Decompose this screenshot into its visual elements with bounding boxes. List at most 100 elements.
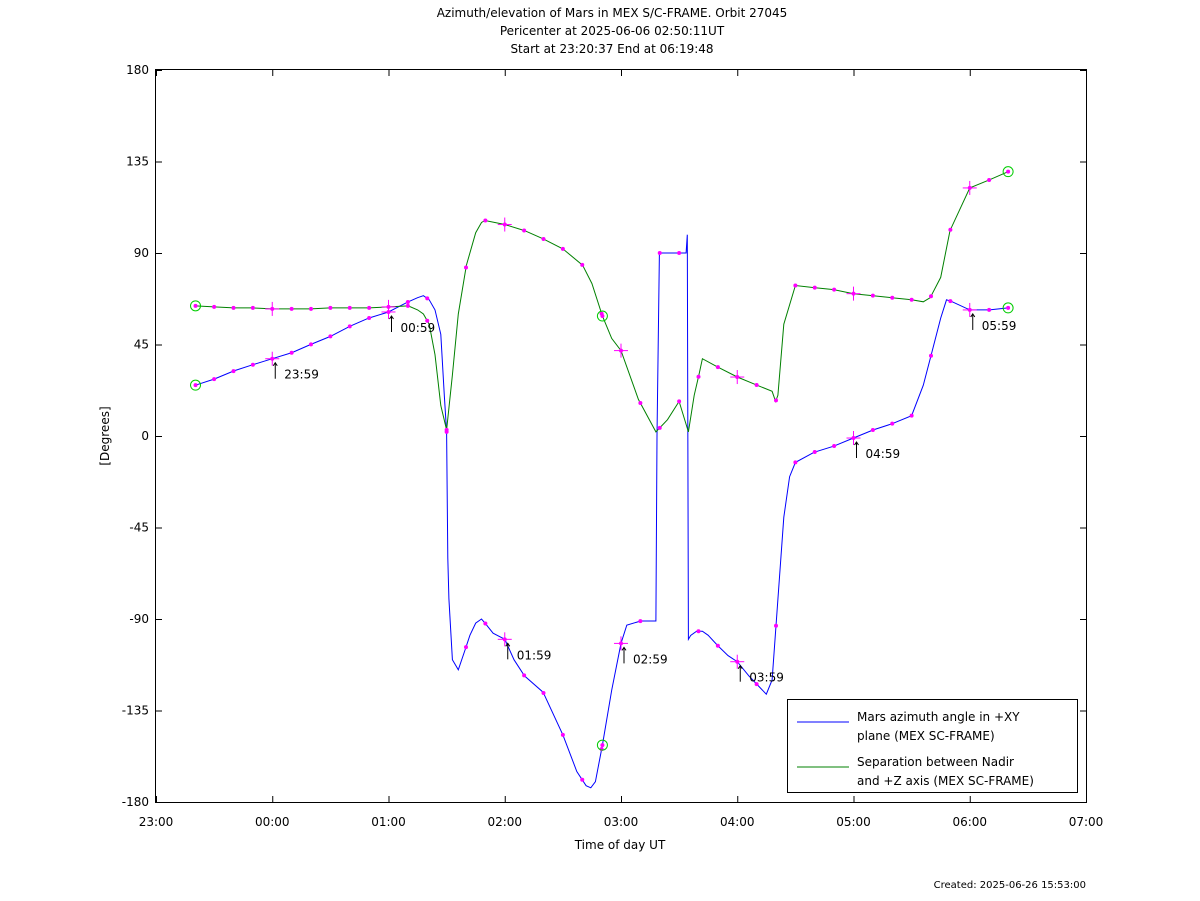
- start-end-marker-dot: [193, 303, 198, 308]
- separation-data-point: [870, 293, 875, 298]
- separation-data-point: [580, 262, 585, 267]
- azimuth-data-point: [948, 299, 953, 304]
- separation-data-point: [250, 305, 255, 310]
- y-tick-label: 90: [134, 246, 149, 260]
- azimuth-data-point: [367, 315, 372, 320]
- azimuth-data-point: [909, 413, 914, 418]
- legend-label-azimuth-line-2: plane (MEX SC-FRAME): [857, 729, 995, 743]
- x-tick-labels: 23:00 00:00 01:00 02:00 03:00 04:00 05:00 06:00…: [139, 815, 1104, 829]
- hour-tick-arrow: [970, 313, 976, 318]
- legend: Mars azimuth angle in +XY plane (MEX SC-…: [787, 699, 1078, 793]
- y-tick-label: -135: [122, 704, 149, 718]
- hour-marker-label: 03:59: [749, 671, 784, 685]
- separation-data-point: [696, 374, 701, 379]
- start-end-marker-dot: [600, 314, 605, 319]
- azimuth-data-point: [231, 369, 236, 374]
- title-line-2: Pericenter at 2025-06-06 02:50:11UT: [500, 24, 725, 38]
- y-tick-label: 45: [134, 338, 149, 352]
- azimuth-data-point: [832, 444, 837, 449]
- x-tick-label: 05:00: [836, 815, 871, 829]
- azimuth-data-point: [715, 643, 720, 648]
- separation-data-point: [638, 401, 643, 406]
- separation-data-point: [328, 305, 333, 310]
- x-tick-label: 00:00: [255, 815, 290, 829]
- y-tick-labels: -180 -135 -90 -45 0 45 90 135 180: [122, 63, 149, 809]
- separation-data-point: [425, 318, 430, 323]
- separation-data-point: [948, 227, 953, 232]
- x-tick-label: 01:00: [371, 815, 406, 829]
- azimuth-data-point: [560, 732, 565, 737]
- start-end-marker-dot: [600, 743, 605, 748]
- x-tick-label: 23:00: [139, 815, 174, 829]
- separation-series-line: [195, 171, 1009, 433]
- x-axis-label: Time of day UT: [574, 838, 666, 852]
- separation-data-point: [909, 297, 914, 302]
- azimuth-data-point: [638, 619, 643, 624]
- azimuth-data-point: [696, 629, 701, 634]
- separation-data-point: [405, 303, 410, 308]
- separation-data-point: [444, 427, 449, 432]
- separation-data-point: [832, 287, 837, 292]
- hour-marker-label: 05:59: [982, 319, 1017, 333]
- azimuth-data-point: [464, 645, 468, 650]
- y-tick-label: 135: [126, 155, 149, 169]
- separation-data-point: [522, 228, 527, 233]
- legend-box: [787, 699, 1078, 793]
- azimuth-data-point: [522, 673, 527, 678]
- azimuth-data-point: [347, 324, 352, 329]
- separation-data-point: [560, 246, 565, 251]
- azimuth-data-point: [774, 623, 778, 628]
- azimuth-data-point: [580, 777, 585, 782]
- separation-data-point: [774, 398, 778, 403]
- series-markers: [212, 177, 992, 782]
- azimuth-data-point: [250, 362, 255, 367]
- x-tick-label: 06:00: [952, 815, 987, 829]
- separation-data-point: [715, 365, 720, 370]
- x-tick-label: 02:00: [487, 815, 522, 829]
- y-tick-label: -45: [129, 521, 149, 535]
- azimuth-data-point: [541, 691, 546, 696]
- azimuth-data-point: [890, 421, 895, 426]
- azimuth-data-point: [425, 296, 430, 301]
- hour-tick-arrow: [389, 315, 394, 320]
- azimuth-data-point: [929, 353, 933, 358]
- separation-data-point: [367, 305, 372, 310]
- title-line-3: Start at 23:20:37 End at 06:19:48: [510, 42, 713, 56]
- hour-marker-label: 00:59: [401, 321, 436, 335]
- azimuth-data-point: [793, 460, 798, 465]
- separation-data-point: [793, 283, 798, 288]
- start-end-marker: [190, 379, 202, 391]
- series-lines: [195, 171, 1009, 789]
- azimuth-data-point: [328, 334, 333, 339]
- hour-markers: 23:59 00:59 01:59 02:59 03:59 04:59 05:59: [265, 180, 1017, 685]
- start-end-marker: [1002, 166, 1014, 178]
- x-tick-label: 03:00: [604, 815, 639, 829]
- hour-tick-arrow: [854, 441, 859, 446]
- start-end-marker: [596, 739, 608, 751]
- azimuth-data-point: [677, 251, 682, 255]
- separation-data-point: [289, 306, 294, 311]
- hour-marker-label: 04:59: [866, 447, 901, 461]
- separation-data-point: [890, 295, 895, 300]
- chart-title: Azimuth/elevation of Mars in MEX S/C-FRA…: [437, 6, 788, 56]
- y-tick-label: -90: [129, 612, 149, 626]
- azimuth-data-point: [870, 428, 875, 433]
- separation-data-point: [464, 265, 468, 270]
- separation-data-point: [483, 218, 488, 223]
- x-tick-label: 07:00: [1069, 815, 1104, 829]
- plot-frame: [155, 69, 1087, 803]
- azimuth-data-point: [309, 342, 313, 347]
- azimuth-data-point: [754, 682, 759, 687]
- separation-data-point: [677, 399, 682, 404]
- azimuth-data-point: [483, 621, 488, 626]
- hour-tick-arrow: [505, 642, 511, 647]
- separation-data-point: [812, 285, 817, 290]
- azimuth-data-point: [987, 307, 992, 312]
- hour-marker-label: 01:59: [517, 648, 552, 662]
- azimuth-data-point: [657, 251, 662, 255]
- hour-tick-arrow: [272, 361, 278, 367]
- legend-label-separation-line-2: and +Z axis (MEX SC-FRAME): [857, 774, 1034, 788]
- y-tick-label: 180: [126, 63, 149, 77]
- created-timestamp: Created: 2025-06-26 15:53:00: [934, 880, 1086, 891]
